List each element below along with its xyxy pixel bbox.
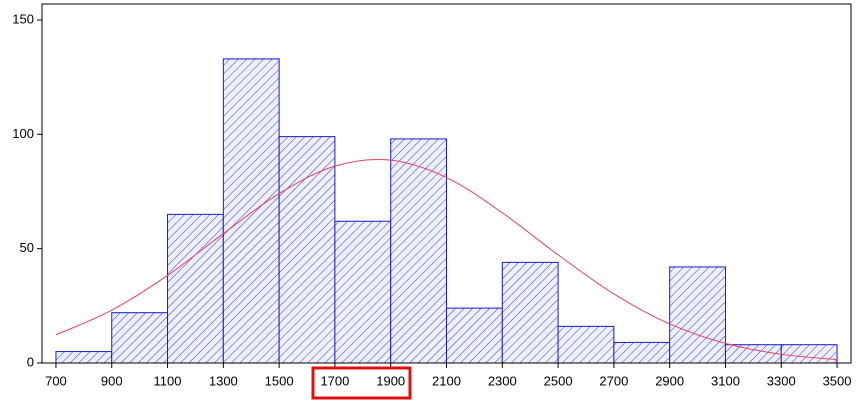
x-tick-label: 1300 <box>209 373 238 388</box>
bar <box>334 220 392 364</box>
x-tick-label: 3300 <box>767 373 796 388</box>
bar <box>55 351 113 364</box>
x-tick-label: 2700 <box>599 373 628 388</box>
bar <box>222 58 280 364</box>
plot-frame <box>41 3 852 364</box>
y-tick-label: 100 <box>12 126 34 141</box>
bar <box>111 312 169 364</box>
bar <box>557 325 615 364</box>
highlight-box <box>311 366 412 400</box>
x-tick-label: 2500 <box>544 373 573 388</box>
bar <box>278 136 336 364</box>
x-tick-label: 1500 <box>265 373 294 388</box>
x-tick-label: 900 <box>101 373 123 388</box>
x-tick-label: 2100 <box>432 373 461 388</box>
x-tick-label: 2300 <box>488 373 517 388</box>
x-tick-label: 700 <box>45 373 67 388</box>
x-tick-label: 3100 <box>711 373 740 388</box>
bar <box>501 261 559 364</box>
bar <box>724 344 782 364</box>
bar <box>446 307 503 364</box>
y-tick-label: 50 <box>20 240 34 255</box>
y-tick-label: 0 <box>27 354 34 369</box>
y-tick-label: 150 <box>12 11 34 26</box>
density-curve <box>55 159 838 361</box>
bar <box>780 344 838 364</box>
x-tick-label: 3500 <box>823 373 852 388</box>
x-tick-label: 2900 <box>655 373 684 388</box>
bar <box>390 138 448 364</box>
x-tick-label: 1700 <box>320 373 349 388</box>
x-tick-label: 1100 <box>154 373 182 388</box>
bar <box>669 266 726 364</box>
bar <box>613 341 671 364</box>
x-tick-label: 1900 <box>376 373 405 388</box>
bar <box>167 213 224 364</box>
